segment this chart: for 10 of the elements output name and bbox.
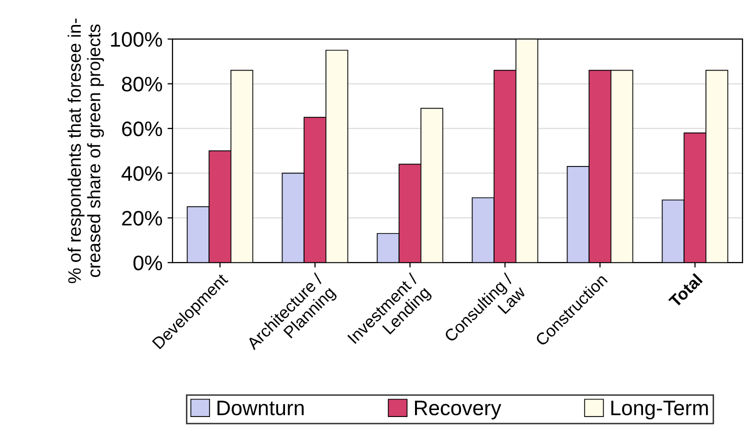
y-tick-label: 100% [111, 32, 162, 47]
legend-label: Recovery [415, 400, 502, 420]
y-tick-label: 40% [122, 166, 162, 181]
y-tick-label: 80% [122, 76, 162, 92]
legend-label: Long-Term [611, 400, 708, 420]
y-tick-label: 20% [122, 210, 162, 226]
y-axis-title: % of respondents that foresee in- creased share of green projects [68, 18, 104, 284]
y-tick-label: 60% [122, 121, 162, 136]
legend-label: Downturn [218, 400, 304, 416]
y-tick-label: 0% [133, 256, 162, 270]
